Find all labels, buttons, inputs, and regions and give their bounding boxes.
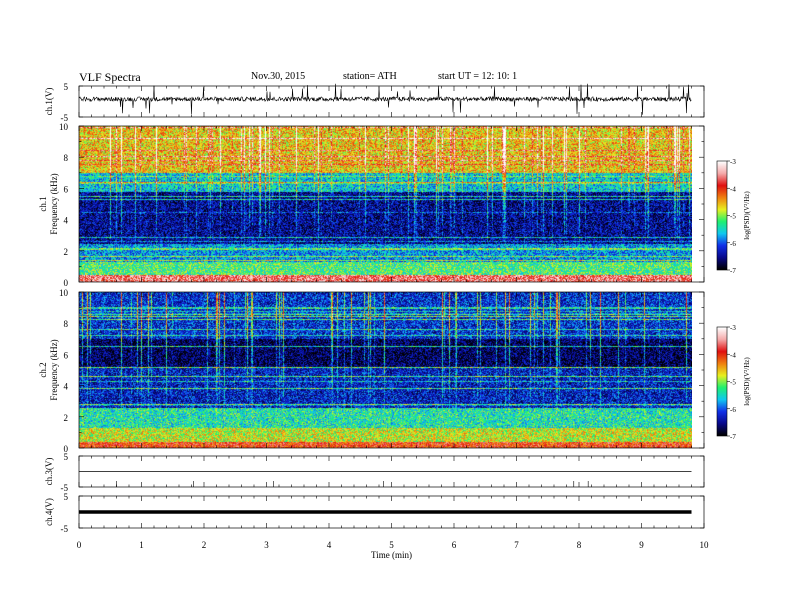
ch4-ytick-top: 5 — [64, 492, 69, 502]
x-tick-label: 2 — [202, 540, 207, 550]
colorbar-tick-label: -5 — [730, 379, 736, 387]
colorbar-tick-label: -4 — [730, 351, 736, 359]
colorbar-label: log(PSD)(V²/Hz) — [743, 357, 751, 406]
ch1-freq-tick-label: 2 — [64, 247, 69, 257]
spectrogram-layer — [79, 126, 727, 448]
ch2-freq-tick-label: 6 — [64, 350, 69, 360]
x-tick-label: 5 — [389, 540, 394, 550]
colorbar-1 — [717, 161, 727, 270]
colorbar-tick-label: -6 — [730, 240, 736, 248]
ch1-channel-label: ch.1 — [38, 196, 48, 211]
ch1-ytick-top: 5 — [64, 82, 69, 92]
x-tick-label: 8 — [577, 540, 582, 550]
x-tick-label: 6 — [452, 540, 457, 550]
x-tick-label: 3 — [264, 540, 269, 550]
ch2-freq-tick-label: 10 — [59, 288, 69, 298]
x-axis-label: Time (min) — [371, 550, 412, 560]
ch4-ytick-bottom: -5 — [61, 524, 69, 534]
ch1-freq-tick-label: 6 — [64, 184, 69, 194]
date-label: Nov.30, 2015 — [251, 71, 306, 82]
colorbar-label: log(PSD)(V²/Hz) — [743, 191, 751, 240]
ch2-spectrogram-image — [79, 292, 692, 448]
colorbar-tick-label: -4 — [730, 185, 736, 193]
x-tick-label: 1 — [139, 540, 144, 550]
ch3-ytick-bottom: -5 — [61, 483, 69, 493]
x-tick-label: 7 — [514, 540, 519, 550]
ch2-freq-axis-label: Frequency (kHz) — [49, 339, 59, 400]
colorbar-tick-label: -7 — [730, 433, 736, 441]
ch3-ylabel: ch.3(V) — [44, 458, 54, 486]
x-tick-label: 9 — [639, 540, 644, 550]
ch2-freq-tick-label: 2 — [64, 413, 69, 423]
colorbar-tick-label: -3 — [730, 158, 736, 166]
plot-title: VLF Spectra — [79, 70, 141, 84]
colorbar-tick-label: -6 — [730, 406, 736, 414]
ch2-freq-tick-label: 8 — [64, 319, 69, 329]
ch1-freq-axis-label: Frequency (kHz) — [49, 173, 59, 234]
start-time-label: start UT = 12: 10: 1 — [438, 71, 518, 82]
ch1-ylabel: ch.1(V) — [44, 88, 54, 116]
ch3-ytick-top: 5 — [64, 452, 69, 462]
tick-layer — [78, 85, 730, 529]
ch1-spectrogram-image — [79, 126, 692, 282]
ch1-freq-tick-label: 0 — [64, 278, 69, 288]
text-layer: -3 -4 -5 -6 -7 log(PSD)(V²/Hz) -3 -4 -5 -6 -7 log(P… — [38, 82, 751, 560]
ch1-trace — [78, 83, 692, 115]
ch1-freq-tick-label: 8 — [64, 153, 69, 163]
station-label: station= ATH — [343, 71, 397, 82]
colorbar-tick-label: -7 — [730, 267, 736, 275]
ch2-channel-label: ch.2 — [38, 362, 48, 377]
colorbar-tick-label: -3 — [730, 324, 736, 332]
ch1-ytick-bottom: -5 — [61, 113, 69, 123]
ch2-freq-tick-label: 0 — [64, 444, 69, 454]
ch4-ylabel: ch.4(V) — [44, 498, 54, 526]
colorbar-tick-label: -5 — [730, 213, 736, 221]
x-tick-label: 0 — [77, 540, 82, 550]
colorbar-2 — [717, 327, 727, 436]
x-tick-label: 10 — [700, 540, 710, 550]
ch2-freq-tick-label: 4 — [64, 382, 69, 392]
waveform-layer — [78, 83, 692, 514]
ch1-freq-tick-label: 10 — [59, 122, 69, 132]
ch1-freq-tick-label: 4 — [64, 216, 69, 226]
x-tick-label: 4 — [327, 540, 332, 550]
